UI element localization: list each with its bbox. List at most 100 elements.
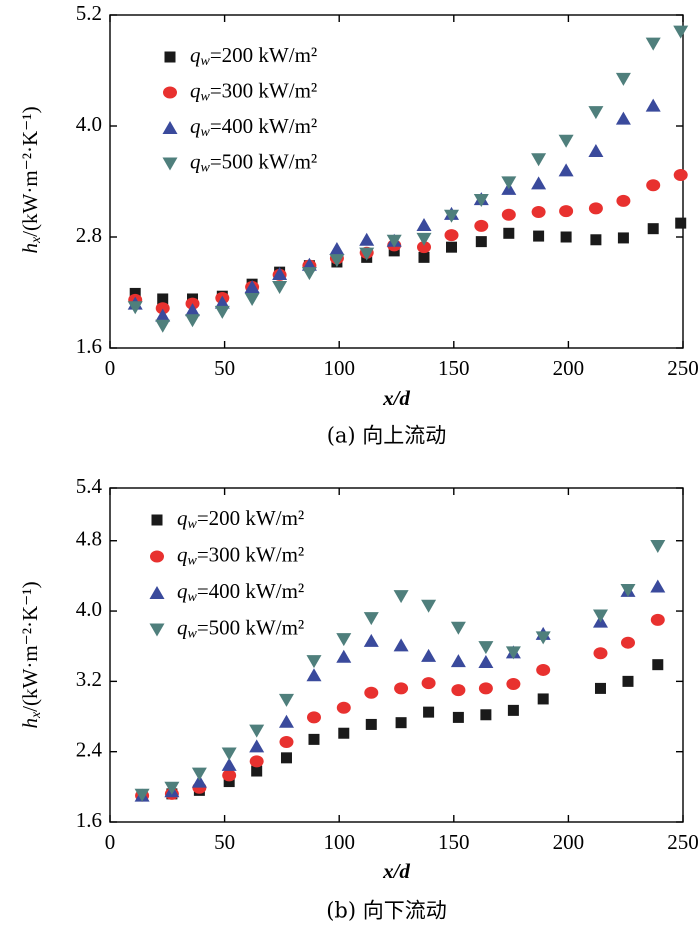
- circle-marker: [616, 194, 631, 207]
- circle-marker: [673, 169, 688, 182]
- square-marker: [590, 234, 602, 246]
- square-marker: [280, 752, 292, 764]
- triangle-marker: [473, 194, 489, 207]
- circle-marker: [593, 647, 608, 660]
- square-marker: [622, 675, 634, 687]
- triangle-marker: [363, 612, 379, 626]
- square-marker: [537, 693, 549, 705]
- triangle-marker: [592, 609, 608, 623]
- y-tick-label: 2.4: [76, 737, 103, 761]
- x-tick-label: 50: [214, 356, 235, 380]
- square-marker: [223, 776, 235, 788]
- triangle-marker: [155, 319, 171, 333]
- plot-frame: [109, 487, 684, 823]
- square-marker: [446, 241, 458, 253]
- legend-marker: [149, 586, 165, 599]
- circle-marker: [155, 302, 170, 315]
- triangle-marker: [615, 72, 631, 86]
- triangle-marker: [191, 767, 207, 781]
- triangle-marker: [127, 301, 143, 315]
- triangle-marker: [249, 739, 265, 753]
- legend-marker: [149, 623, 165, 637]
- triangle-marker: [588, 143, 604, 157]
- triangle-marker: [478, 655, 494, 669]
- triangle-marker: [588, 106, 604, 120]
- y-tick-label: 1.6: [76, 808, 102, 832]
- triangle-marker: [185, 314, 201, 328]
- x-tick-label: 0: [105, 830, 116, 854]
- circle-marker: [620, 636, 635, 649]
- triangle-marker: [336, 633, 352, 647]
- triangle-marker: [363, 633, 379, 647]
- triangle-marker: [450, 621, 466, 635]
- circle-marker: [451, 684, 466, 697]
- circle-marker: [478, 682, 493, 695]
- square-marker: [503, 227, 515, 239]
- y-tick-label: 5.2: [76, 1, 102, 25]
- legend-label: qw=200 kW/m²: [177, 506, 304, 532]
- triangle-marker: [421, 648, 437, 662]
- circle-marker: [279, 736, 294, 749]
- square-marker: [617, 232, 629, 244]
- triangle-marker: [272, 280, 288, 294]
- triangle-marker: [329, 254, 345, 268]
- x-axis-label: x/d: [382, 386, 410, 410]
- legend-marker: [164, 51, 176, 63]
- triangle-marker: [535, 631, 551, 645]
- triangle-marker: [306, 655, 322, 669]
- triangle-marker: [645, 37, 661, 51]
- circle-marker: [417, 241, 432, 254]
- triangle-marker: [620, 583, 636, 597]
- y-tick-label: 2.8: [76, 223, 102, 247]
- y-tick-label: 4.8: [76, 527, 102, 551]
- square-marker: [129, 287, 141, 299]
- square-marker: [647, 223, 659, 235]
- circle-marker: [650, 613, 665, 626]
- y-tick-label: 3.2: [76, 667, 102, 691]
- triangle-marker: [336, 649, 352, 663]
- legend-label: qw=400 kW/m²: [190, 114, 317, 140]
- triangle-marker: [673, 25, 689, 39]
- square-marker: [594, 682, 606, 694]
- circle-marker: [506, 678, 521, 691]
- x-tick-label: 200: [553, 830, 585, 854]
- legend-label: qw=300 kW/m²: [177, 542, 304, 568]
- triangle-marker: [645, 98, 661, 112]
- square-marker: [480, 709, 492, 721]
- triangle-marker: [134, 788, 150, 802]
- triangle-marker: [164, 781, 180, 795]
- triangle-marker: [306, 668, 322, 682]
- triangle-marker: [558, 134, 574, 148]
- x-axis-label: x/d: [382, 859, 410, 883]
- square-marker: [251, 765, 263, 777]
- triangle-marker: [531, 153, 547, 167]
- x-tick-label: 200: [553, 356, 585, 380]
- x-tick-label: 0: [105, 356, 116, 380]
- circle-marker: [501, 208, 516, 221]
- circle-marker: [306, 711, 321, 724]
- circle-marker: [364, 686, 379, 699]
- square-marker: [365, 718, 377, 730]
- y-tick-label: 4.0: [76, 112, 102, 136]
- x-tick-label: 100: [323, 830, 355, 854]
- square-marker: [423, 706, 435, 718]
- x-tick-label: 250: [667, 830, 699, 854]
- triangle-marker: [244, 279, 260, 293]
- triangle-marker: [359, 247, 375, 261]
- triangle-marker: [558, 163, 574, 177]
- circle-marker: [222, 769, 237, 782]
- y-axis-label: hx/(kW·m⁻²·K⁻¹): [18, 106, 44, 253]
- triangle-marker: [272, 267, 288, 280]
- triangle-marker: [615, 111, 631, 125]
- triangle-marker: [359, 232, 375, 246]
- y-tick-label: 4.0: [76, 597, 102, 621]
- triangle-marker: [278, 693, 294, 707]
- triangle-marker: [421, 599, 437, 613]
- triangle-marker: [191, 774, 207, 788]
- triangle-marker: [393, 638, 409, 652]
- triangle-marker: [221, 747, 237, 761]
- triangle-marker: [416, 217, 432, 231]
- circle-marker: [536, 663, 551, 676]
- caption: (a) 向上流动: [327, 424, 447, 448]
